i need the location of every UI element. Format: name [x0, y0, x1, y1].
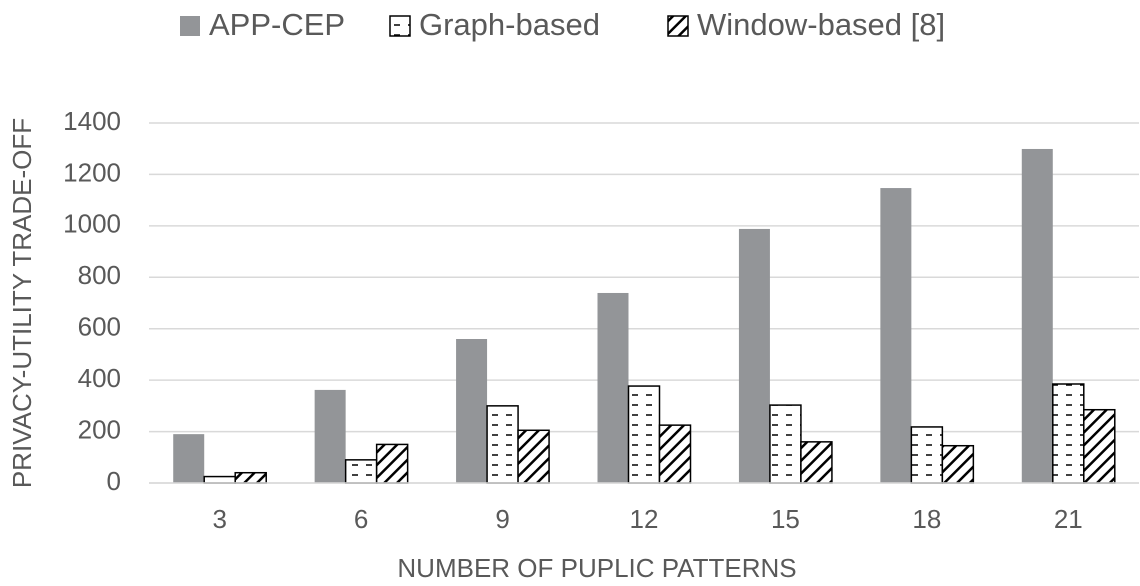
x-tick-label: 21 [1054, 504, 1083, 534]
bar [658, 424, 692, 484]
y-tick-label: 1200 [63, 157, 121, 187]
bar [375, 443, 409, 484]
y-tick-label: 600 [78, 312, 121, 342]
y-tick-label: 400 [78, 363, 121, 393]
legend-swatch [180, 16, 200, 36]
bar [173, 434, 205, 483]
bar [800, 441, 833, 484]
x-tick-label: 3 [212, 504, 226, 534]
legend-swatch [667, 15, 689, 37]
y-tick-label: 1000 [63, 209, 121, 239]
bar [910, 426, 944, 484]
bar [597, 292, 629, 483]
bar [1083, 408, 1116, 484]
bar [769, 404, 802, 484]
bar [627, 385, 661, 484]
y-tick-label: 200 [78, 414, 121, 444]
y-axis-label: PRIVACY-UTILITY TRADE-OFF [7, 118, 37, 488]
bar [941, 444, 975, 484]
x-tick-label: 18 [912, 504, 941, 534]
bar [738, 228, 770, 483]
bar [517, 429, 550, 484]
x-tick-label: 15 [771, 504, 800, 534]
bar [456, 339, 488, 483]
bar [344, 459, 378, 484]
bar [1052, 383, 1085, 484]
y-tick-label: 0 [107, 466, 121, 496]
legend-label: Graph-based [419, 7, 600, 42]
bar [880, 188, 912, 484]
x-tick-label: 9 [495, 504, 509, 534]
bar [234, 471, 267, 484]
bar [486, 405, 519, 484]
bar [203, 475, 236, 484]
x-tick-label: 6 [354, 504, 368, 534]
x-axis-label: NUMBER OF PUPLIC PATTERNS [397, 553, 796, 583]
legend-label: APP-CEP [209, 7, 345, 42]
bar [314, 389, 346, 483]
y-tick-label: 1400 [63, 106, 121, 136]
legend-swatch [389, 15, 411, 37]
y-tick-label: 800 [78, 260, 121, 290]
bar [1021, 148, 1053, 483]
legend-label: Window-based [8] [697, 7, 945, 42]
x-tick-label: 12 [630, 504, 659, 534]
